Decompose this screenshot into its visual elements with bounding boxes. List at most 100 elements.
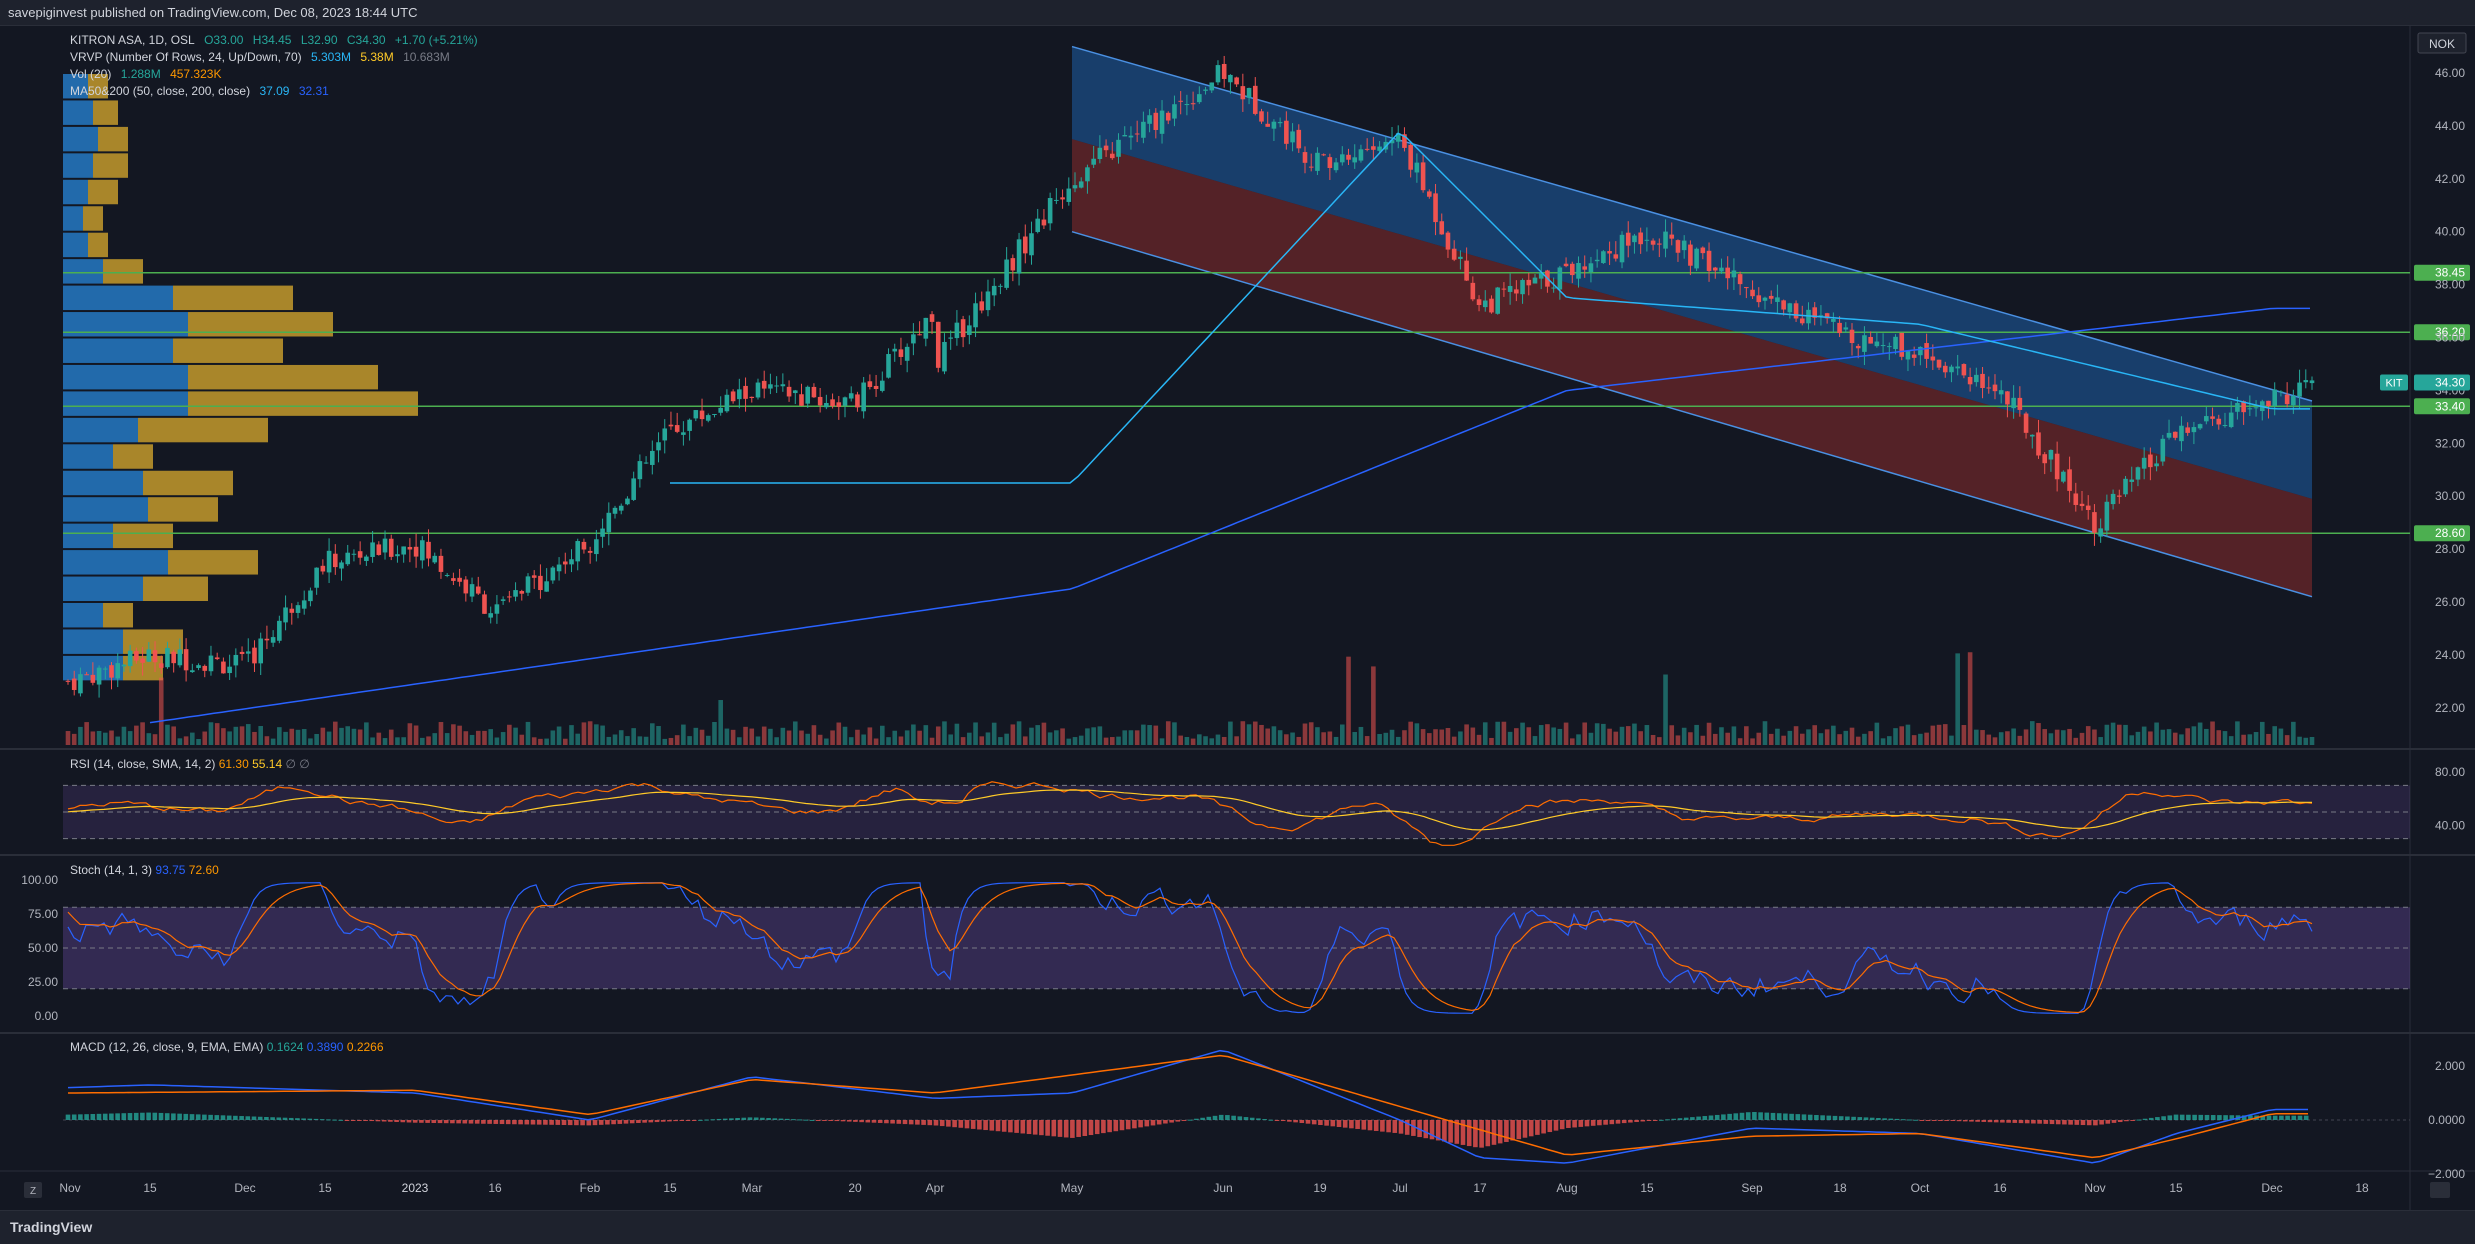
price-axis-tick: 26.00 [2435, 595, 2465, 609]
rsi-extra: ∅ ∅ [285, 757, 310, 771]
macd-histogram-bar [1249, 1117, 1255, 1120]
low-value: L32.90 [300, 33, 338, 47]
candle-body [575, 541, 581, 562]
candle-body [1905, 350, 1911, 360]
candle-body [1358, 149, 1364, 161]
candle-body [1998, 390, 2004, 395]
macd-histogram-bar [1442, 1120, 1447, 1142]
volume-bar [370, 737, 375, 745]
candle-body [836, 402, 842, 407]
ma-label[interactable]: MA50&200 (50, close, 200, close) [70, 84, 251, 98]
macd-histogram-bar [152, 1112, 158, 1120]
candle-body [1625, 232, 1631, 246]
candle-body [917, 334, 922, 336]
chart-area[interactable]: 38.45 36.20 33.40 28.60 46.00 44.00 42.00 40.00… [0, 26, 2475, 1210]
macd-histogram-bar [1063, 1120, 1069, 1138]
candle-body [1408, 144, 1413, 170]
candle-body [426, 541, 431, 559]
volume-bar [681, 724, 686, 745]
volume-bar [1197, 734, 1202, 745]
volume-bar [1974, 729, 1979, 745]
candle-body [544, 581, 549, 592]
candle-body [1744, 287, 1749, 289]
macd-histogram-bar [629, 1120, 635, 1124]
volume-bar [1893, 728, 1898, 745]
candle-body [1694, 248, 1699, 269]
macd-label[interactable]: MACD (12, 26, close, 9, EMA, EMA) [70, 1040, 264, 1054]
candle-body [1526, 279, 1532, 286]
macd-histogram-bar [2068, 1120, 2073, 1125]
candle-body [1582, 266, 1588, 270]
volume-bar [1178, 735, 1183, 745]
volume-bar [115, 736, 121, 745]
candle-body [1520, 280, 1525, 295]
volume-profile-down-bar [113, 444, 153, 469]
macd-histogram-bar [2124, 1120, 2129, 1122]
macd-histogram-bar [865, 1120, 871, 1123]
macd-histogram-bar [1287, 1120, 1292, 1122]
macd-histogram-bar [1454, 1120, 1460, 1144]
macd-histogram-bar [1330, 1120, 1336, 1127]
candle-body [1016, 239, 1022, 274]
candle-body [612, 507, 618, 514]
macd-histogram-bar [2173, 1114, 2179, 1120]
volume-bar [1277, 730, 1283, 745]
candle-body [1482, 300, 1488, 308]
tradingview-logo[interactable]: TradingView [10, 1219, 93, 1235]
macd-histogram-bar [2260, 1115, 2266, 1120]
volume-bar [1315, 727, 1320, 745]
macd-histogram-bar [189, 1114, 195, 1120]
candle-body [146, 649, 152, 662]
stoch-axis-tick: 100.00 [21, 873, 58, 887]
volume-profile-down-bar [93, 153, 128, 178]
volume-bar [1563, 722, 1569, 745]
volume-bar [1998, 732, 2004, 745]
volume-bar [1172, 722, 1177, 745]
candle-body [2148, 454, 2153, 468]
macd-histogram-bar [1807, 1114, 1813, 1120]
macd-histogram-bar [815, 1120, 821, 1121]
vol-label[interactable]: Vol (20) [70, 67, 112, 81]
volume-profile-up-bar [63, 338, 173, 363]
vrvp-label[interactable]: VRVP (Number Of Rows, 24, Up/Down, 70) [70, 50, 302, 64]
candle-body [1271, 121, 1277, 129]
macd-histogram-bar [1838, 1116, 1844, 1120]
candle-body [687, 419, 692, 431]
volume-profile-down-bar [98, 126, 128, 152]
candle-body [457, 577, 462, 582]
volume-bar [892, 730, 898, 745]
volume-bar [2141, 726, 2147, 745]
candle-body [345, 552, 351, 565]
macd-histogram-bar [964, 1120, 970, 1129]
candle-body [500, 599, 506, 601]
candle-body [1818, 315, 1824, 317]
volume-bar [140, 722, 145, 745]
candle-body [2129, 479, 2135, 482]
candle-body [71, 678, 77, 690]
macd-histogram-bar [1987, 1120, 1993, 1123]
candle-body [463, 579, 469, 594]
macd-histogram-bar [1907, 1119, 1912, 1121]
stoch-label[interactable]: Stoch (14, 1, 3) [70, 863, 153, 877]
candle-body [1445, 232, 1451, 250]
volume-bar [2011, 728, 2016, 745]
rsi-label[interactable]: RSI (14, close, SMA, 14, 2) [70, 757, 216, 771]
candle-body [339, 562, 344, 569]
volume-bar [1109, 737, 1115, 745]
volume-bar [2104, 724, 2110, 745]
volume-bar [1097, 726, 1103, 745]
volume-bar [1526, 727, 1532, 745]
candle-body [842, 397, 848, 406]
macd-histogram-bar [933, 1120, 939, 1126]
volume-bar [1296, 736, 1302, 745]
candle-body [1551, 287, 1556, 289]
ma200-line [149, 307, 2310, 724]
volume-profile-down-bar [143, 470, 233, 496]
macd-histogram-bar [1460, 1120, 1466, 1145]
macd-histogram-bar [1479, 1120, 1484, 1148]
volume-bar [1688, 732, 1693, 745]
symbol-label[interactable]: KITRON ASA, 1D, OSL [70, 33, 195, 47]
volume-bar [2216, 730, 2222, 745]
candle-body [1911, 354, 1917, 358]
macd-histogram-bar [220, 1115, 226, 1120]
